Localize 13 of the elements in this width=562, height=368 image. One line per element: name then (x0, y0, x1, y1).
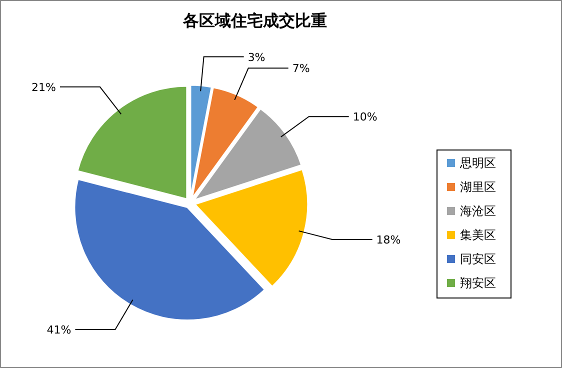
legend-label: 思明区 (459, 156, 496, 170)
legend-label: 海沧区 (460, 204, 496, 218)
data-label: 18% (376, 234, 401, 247)
chart-title: 各区域住宅成交比重 (182, 11, 327, 30)
legend-label: 翔安区 (460, 276, 496, 290)
legend-label: 同安区 (460, 252, 496, 266)
legend-label: 湖里区 (460, 180, 496, 194)
data-label: 41% (46, 323, 72, 336)
data-label: 7% (292, 62, 310, 76)
data-label: 21% (32, 80, 56, 94)
legend-label: 集美区 (460, 228, 496, 242)
data-label: 10% (352, 110, 378, 124)
data-label: 3% (248, 50, 266, 64)
